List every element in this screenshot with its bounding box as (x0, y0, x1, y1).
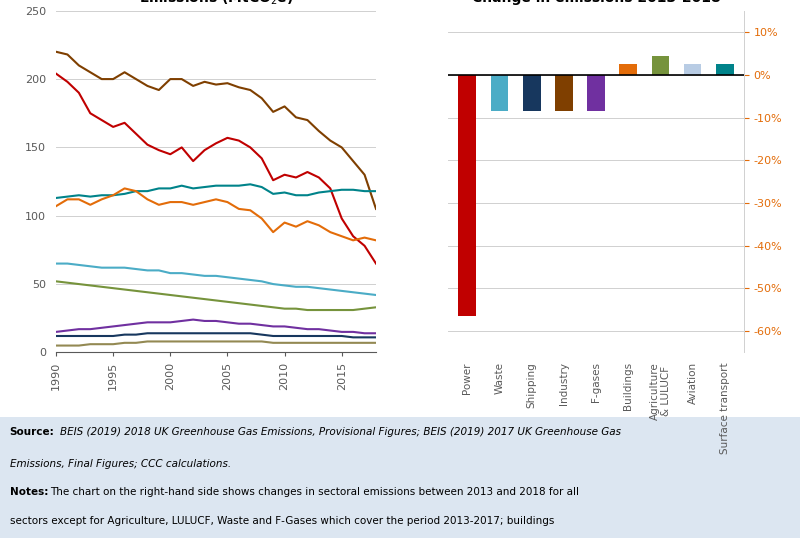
Bar (587, 75, 605, 111)
Bar (523, 75, 541, 111)
Bar (458, 75, 476, 316)
Text: The chart on the right-hand side shows changes in sectoral emissions between 201: The chart on the right-hand side shows c… (50, 487, 578, 497)
Text: Notes:: Notes: (10, 487, 48, 497)
Text: Emissions, Final Figures; CCC calculations.: Emissions, Final Figures; CCC calculatio… (10, 459, 230, 469)
Text: sectors except for Agriculture, LULUCF, Waste and F-Gases which cover the period: sectors except for Agriculture, LULUCF, … (10, 516, 554, 526)
Bar (716, 64, 734, 75)
Bar (555, 75, 573, 111)
Bar (619, 64, 637, 75)
Bar (651, 55, 669, 75)
Text: Source:: Source: (10, 427, 54, 437)
Bar (490, 75, 508, 111)
Title: Change in emissions 2013-2018: Change in emissions 2013-2018 (472, 0, 720, 5)
Bar (684, 64, 702, 75)
Text: BEIS (2019) 2018 UK Greenhouse Gas Emissions, Provisional Figures; BEIS (2019) 2: BEIS (2019) 2018 UK Greenhouse Gas Emiss… (60, 427, 621, 437)
Title: Emissions (MtCO$_2$e): Emissions (MtCO$_2$e) (138, 0, 294, 7)
